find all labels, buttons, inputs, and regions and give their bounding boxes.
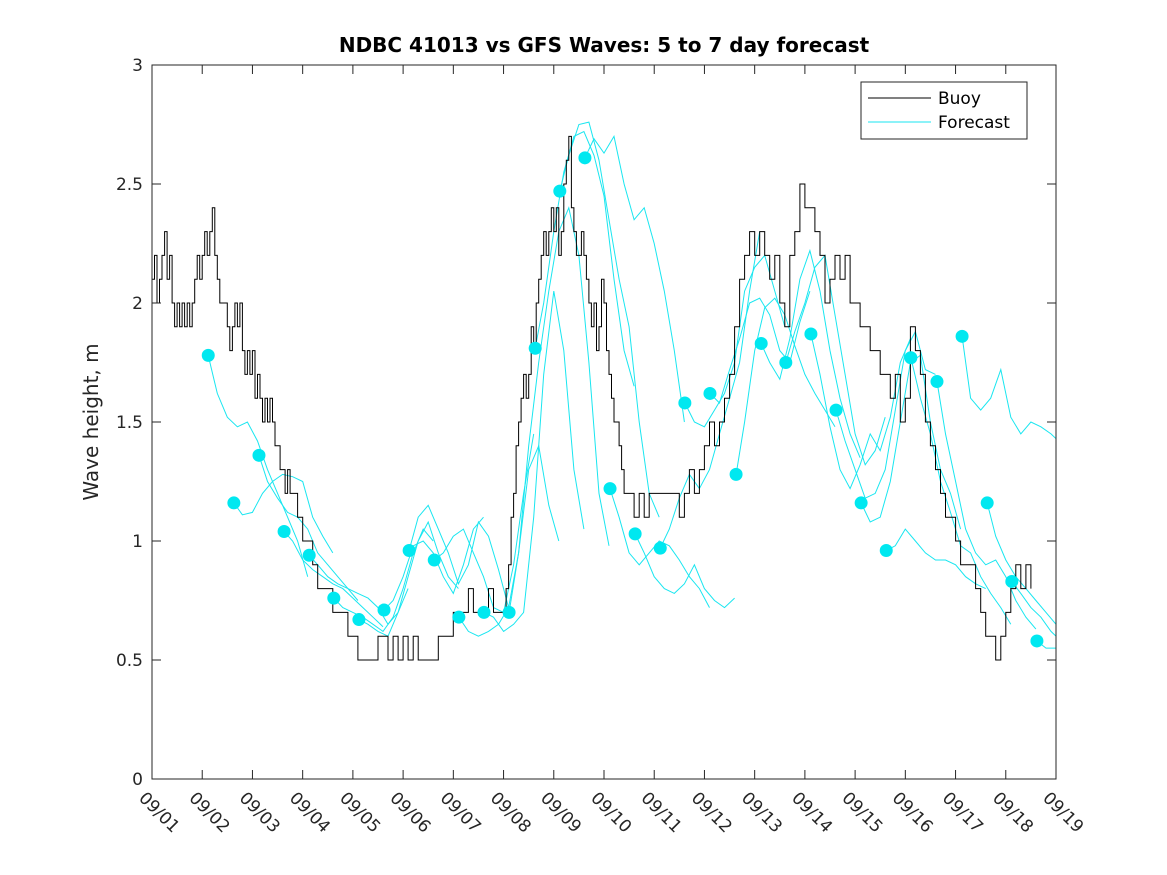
y-tick-label: 1 [132, 532, 143, 552]
y-axis-label: Wave height, m [79, 343, 103, 500]
forecast-start-marker [1030, 634, 1044, 648]
forecast-start-marker [678, 396, 692, 410]
forecast-start-marker [904, 351, 918, 365]
forecast-line [207, 355, 309, 577]
legend-buoy-label: Buoy [938, 89, 981, 109]
forecast-start-marker [528, 341, 542, 355]
forecast-line [810, 333, 911, 490]
y-tick-label: 0 [132, 770, 143, 790]
buoy-series [152, 135, 1032, 661]
forecast-line [534, 130, 635, 387]
forecast-line [659, 231, 761, 549]
forecast-start-marker [402, 544, 416, 558]
forecast-line [634, 533, 735, 609]
forecast-start-marker [980, 496, 994, 510]
forecast-start-marker [578, 151, 592, 165]
forecast-start-marker [1005, 574, 1019, 588]
forecast-start-marker [352, 613, 366, 627]
forecast-start-marker [729, 467, 743, 481]
forecast-line [483, 291, 585, 633]
forecast-start-marker [603, 482, 617, 496]
forecast-line [333, 528, 434, 633]
legend-forecast-label: Forecast [938, 113, 1010, 133]
forecast-line [233, 473, 334, 554]
forecast-start-marker [452, 610, 466, 624]
forecast-line [609, 488, 710, 608]
y-tick-label: 3 [132, 56, 143, 76]
forecast-line [358, 520, 459, 637]
forecast-start-marker [377, 603, 391, 617]
y-tick-label: 2.5 [116, 175, 143, 195]
forecast-start-marker [252, 448, 266, 462]
forecast-start-marker [854, 496, 868, 510]
y-axis: 0 0.5 1 1.5 2 2.5 3 [116, 56, 1056, 790]
forecast-start-marker [277, 524, 291, 538]
legend-box [860, 81, 1028, 140]
forecast-line [885, 528, 986, 590]
forecast-start-marker [829, 403, 843, 417]
forecast-start-marker [754, 336, 768, 350]
forecast-start-marker [703, 386, 717, 400]
y-tick-label: 0.5 [116, 651, 143, 671]
forecast-start-marker [628, 527, 642, 541]
forecast-start-marker [955, 329, 969, 343]
forecast-line [383, 516, 484, 611]
forecast-start-marker [930, 375, 944, 389]
forecast-line [584, 135, 685, 423]
legend: Buoy Forecast [860, 81, 1028, 140]
forecast-line [283, 531, 384, 628]
forecast-line [961, 336, 1056, 440]
forecast-line [258, 455, 359, 601]
forecast-line [408, 504, 510, 608]
forecast-start-marker [779, 356, 793, 369]
forecast-line [835, 330, 936, 499]
forecast-start-marker [201, 348, 215, 362]
y-tick-label: 2 [132, 294, 143, 314]
forecast-start-marker [879, 544, 893, 558]
forecast-start-marker [553, 184, 567, 198]
forecast-start-marker [502, 605, 516, 619]
forecast-line [433, 433, 535, 614]
y-tick-label: 1.5 [116, 413, 143, 433]
forecast-start-marker [477, 605, 491, 619]
forecast-line [559, 121, 660, 518]
chart-title: NDBC 41013 vs GFS Waves: 5 to 7 day fore… [339, 33, 870, 57]
forecast-start-marker [327, 591, 341, 605]
forecast-line [785, 254, 886, 466]
buoy-line [152, 135, 1032, 661]
plot-area [152, 121, 1056, 661]
forecast-line [1011, 581, 1056, 637]
forecast-start-marker [227, 496, 241, 510]
forecast-line [936, 381, 1037, 630]
forecast-start-marker [302, 548, 316, 562]
forecast-start-marker [653, 541, 667, 555]
forecast-start-marker [804, 327, 818, 341]
forecast-markers [201, 151, 1044, 648]
forecast-start-marker [427, 553, 441, 567]
forecast-line [709, 290, 811, 404]
forecast-line [760, 248, 861, 458]
